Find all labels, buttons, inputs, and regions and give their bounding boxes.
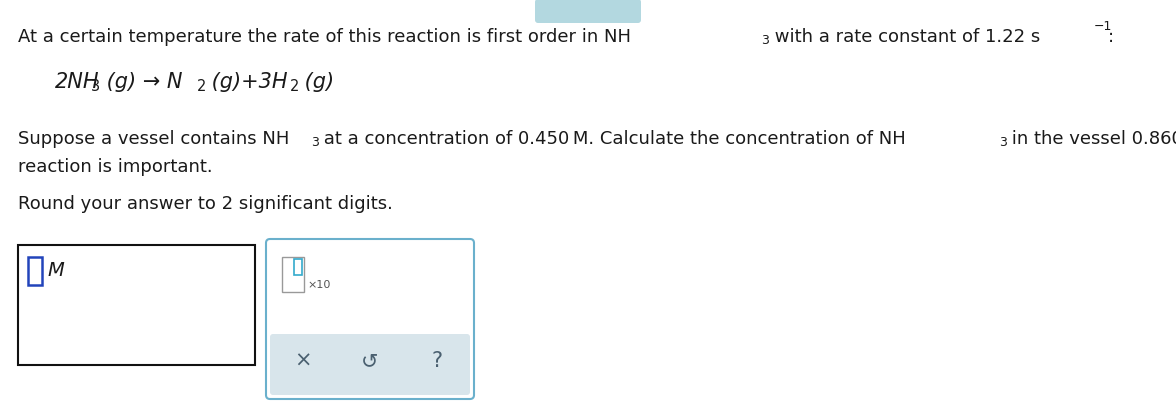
Bar — [294, 259, 302, 275]
Text: −1: −1 — [1094, 20, 1111, 33]
Text: ×10: ×10 — [307, 280, 330, 290]
Text: 2NH: 2NH — [55, 72, 100, 92]
Text: ↺: ↺ — [361, 351, 379, 371]
FancyBboxPatch shape — [535, 0, 641, 23]
Text: 2: 2 — [289, 79, 299, 94]
Bar — [282, 257, 305, 292]
Text: Round your answer to 2 significant digits.: Round your answer to 2 significant digit… — [18, 195, 393, 213]
Text: at a concentration of 0.450 M. Calculate the concentration of NH: at a concentration of 0.450 M. Calculate… — [319, 130, 907, 148]
Text: in the vessel 0.860 seconds later. You may assume no other: in the vessel 0.860 seconds later. You m… — [1007, 130, 1176, 148]
Text: 3: 3 — [1000, 136, 1007, 149]
Text: 3: 3 — [762, 34, 769, 47]
Text: ×: × — [294, 351, 312, 371]
Text: (g)+3H: (g)+3H — [205, 72, 287, 92]
Text: (g) → N: (g) → N — [100, 72, 182, 92]
Bar — [28, 257, 42, 285]
Text: ?: ? — [432, 351, 442, 371]
Text: reaction is important.: reaction is important. — [18, 158, 213, 176]
Text: with a rate constant of 1.22 s: with a rate constant of 1.22 s — [769, 28, 1040, 46]
Text: At a certain temperature the rate of this reaction is first order in NH: At a certain temperature the rate of thi… — [18, 28, 632, 46]
Text: 2: 2 — [196, 79, 206, 94]
Text: 3: 3 — [312, 136, 319, 149]
Text: 3: 3 — [92, 79, 100, 94]
Text: M: M — [47, 261, 64, 280]
FancyBboxPatch shape — [270, 334, 470, 395]
Text: :: : — [1108, 28, 1114, 46]
Bar — [18, 245, 255, 365]
Text: Suppose a vessel contains NH: Suppose a vessel contains NH — [18, 130, 289, 148]
Text: (g): (g) — [298, 72, 334, 92]
FancyBboxPatch shape — [266, 239, 474, 399]
